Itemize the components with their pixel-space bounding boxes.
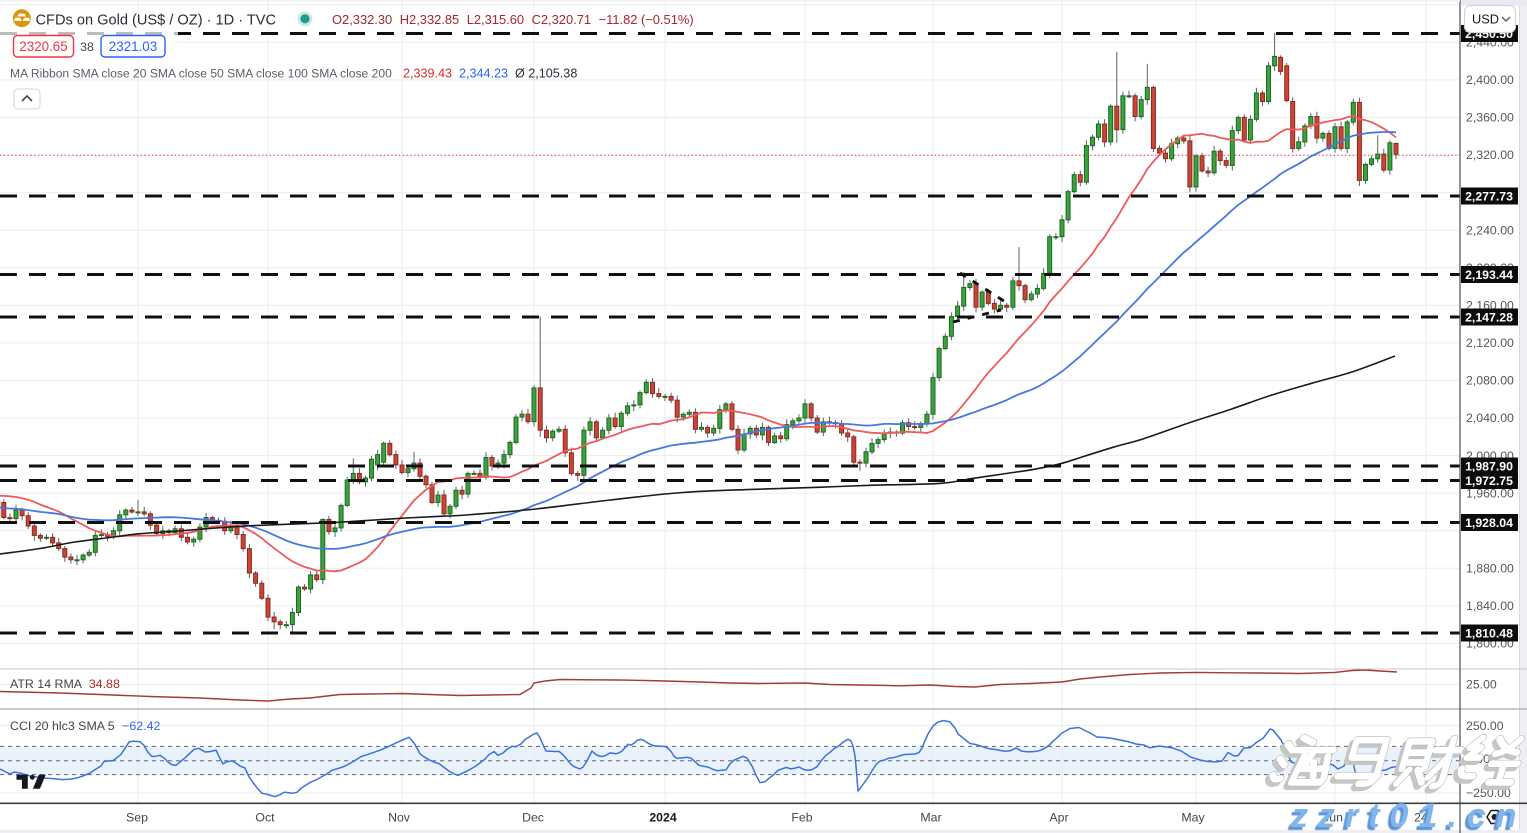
svg-text:ATR 14 RMA 34.88: ATR 14 RMA 34.88 bbox=[10, 677, 120, 691]
svg-text:May: May bbox=[1181, 811, 1205, 825]
svg-text:2,193.44: 2,193.44 bbox=[1465, 268, 1513, 282]
svg-text:CCI 20 hlc3 SMA 5 −62.42: CCI 20 hlc3 SMA 5 −62.42 bbox=[10, 719, 160, 733]
svg-text:2024: 2024 bbox=[649, 811, 677, 825]
svg-text:2,339.43: 2,339.43 bbox=[403, 67, 452, 81]
svg-text:2,320.00: 2,320.00 bbox=[1466, 148, 1514, 162]
svg-text:Nov: Nov bbox=[388, 811, 411, 825]
svg-text:2,080.00: 2,080.00 bbox=[1466, 374, 1514, 388]
svg-text:Ø 2,105.38: Ø 2,105.38 bbox=[515, 67, 577, 81]
svg-text:2,147.28: 2,147.28 bbox=[1465, 310, 1513, 324]
svg-text:2321.03: 2321.03 bbox=[109, 39, 157, 54]
svg-text:38: 38 bbox=[80, 40, 94, 54]
svg-text:25.00: 25.00 bbox=[1466, 678, 1497, 692]
svg-text:Dec: Dec bbox=[522, 811, 544, 825]
svg-text:1,987.90: 1,987.90 bbox=[1465, 459, 1513, 473]
svg-text:Sep: Sep bbox=[126, 811, 148, 825]
svg-text:2,360.00: 2,360.00 bbox=[1466, 111, 1514, 125]
svg-text:2,400.00: 2,400.00 bbox=[1466, 73, 1514, 87]
svg-text:250.00: 250.00 bbox=[1466, 719, 1504, 733]
svg-text:2320.65: 2320.65 bbox=[19, 39, 67, 54]
svg-text:1,840.00: 1,840.00 bbox=[1466, 599, 1514, 613]
svg-text:MA Ribbon SMA close 20 SMA clo: MA Ribbon SMA close 20 SMA close 50 SMA … bbox=[10, 67, 392, 81]
svg-text:1,928.04: 1,928.04 bbox=[1465, 516, 1513, 530]
svg-text:Jun: Jun bbox=[1323, 811, 1343, 825]
svg-text:2,277.73: 2,277.73 bbox=[1465, 189, 1513, 203]
svg-text:1,880.00: 1,880.00 bbox=[1466, 562, 1514, 576]
svg-text:2,120.00: 2,120.00 bbox=[1466, 336, 1514, 350]
svg-text:24: 24 bbox=[1414, 811, 1428, 825]
svg-text:Oct: Oct bbox=[255, 811, 275, 825]
svg-text:2,040.00: 2,040.00 bbox=[1466, 411, 1514, 425]
svg-text:CFDs on Gold (US$ / OZ) · 1D ·: CFDs on Gold (US$ / OZ) · 1D · TVC bbox=[36, 13, 277, 29]
svg-text:2,344.23: 2,344.23 bbox=[459, 67, 508, 81]
svg-text:Apr: Apr bbox=[1049, 811, 1068, 825]
svg-text:USD: USD bbox=[1472, 12, 1499, 27]
svg-text:1,972.75: 1,972.75 bbox=[1465, 474, 1513, 488]
svg-text:Mar: Mar bbox=[920, 811, 941, 825]
svg-text:2,240.00: 2,240.00 bbox=[1466, 223, 1514, 237]
svg-text:Feb: Feb bbox=[791, 811, 812, 825]
svg-text:1,810.48: 1,810.48 bbox=[1465, 626, 1513, 640]
svg-text:1,960.00: 1,960.00 bbox=[1466, 486, 1514, 500]
